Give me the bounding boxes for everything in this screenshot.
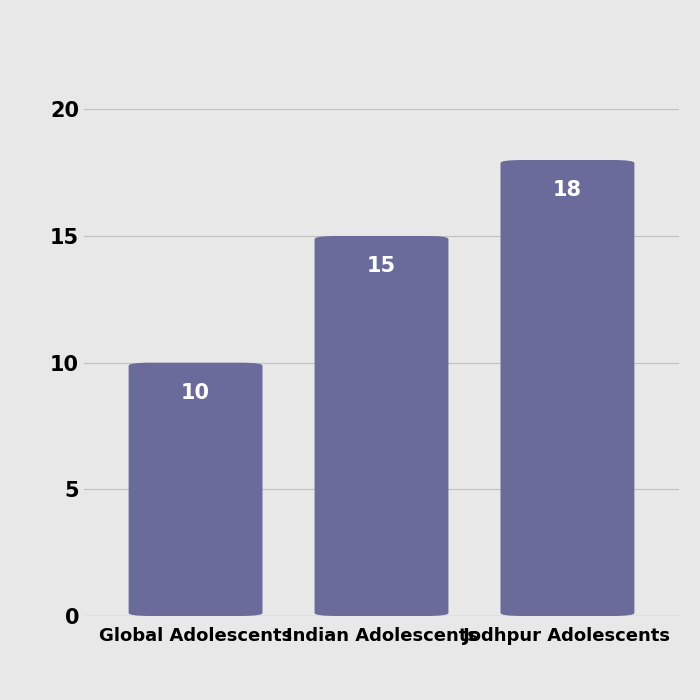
FancyBboxPatch shape bbox=[129, 363, 262, 616]
FancyBboxPatch shape bbox=[314, 236, 449, 616]
Text: 10: 10 bbox=[181, 383, 210, 403]
FancyBboxPatch shape bbox=[500, 160, 634, 616]
Text: 15: 15 bbox=[367, 256, 396, 276]
Text: 18: 18 bbox=[553, 181, 582, 200]
